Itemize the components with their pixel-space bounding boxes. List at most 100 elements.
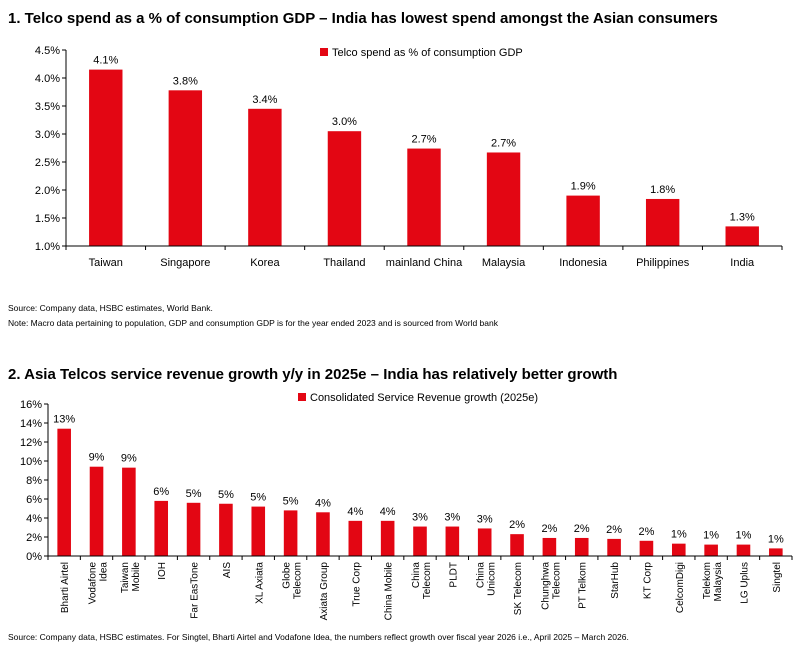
chart2-source: Source: Company data, HSBC estimates. Fo… <box>8 632 629 642</box>
chart2-data-label: 3% <box>477 513 493 525</box>
chart2-data-label: 5% <box>218 489 234 501</box>
chart2-category-label-line: Malaysia <box>713 562 724 602</box>
chart2-category-label-line: SK Telecom <box>513 562 524 615</box>
chart2-data-label: 4% <box>315 497 331 509</box>
chart2-category-label-line: Mobile <box>131 562 142 592</box>
chart2-bar <box>57 429 71 556</box>
chart2-bar <box>90 467 104 556</box>
chart2-bar <box>381 521 395 556</box>
chart2-data-label: 5% <box>250 492 266 504</box>
chart2-bar <box>607 539 621 556</box>
chart2-bar <box>187 503 201 556</box>
chart2-category-label: ChunghwaTelecom <box>540 562 562 610</box>
chart2-bar <box>478 528 492 556</box>
chart2-y-tick-label: 0% <box>26 551 42 563</box>
chart2-category-label: GlobeTelecom <box>282 562 304 600</box>
chart2-bar <box>219 504 233 556</box>
chart2-category-label-line: China Mobile <box>384 562 395 621</box>
chart2-bar <box>154 501 168 556</box>
chart2-category-label: ChinaUnicom <box>476 562 498 596</box>
chart2-data-label: 2% <box>574 523 590 535</box>
chart2-category-label-line: StarHub <box>610 562 621 599</box>
chart2-data-label: 5% <box>186 488 202 500</box>
chart2-category-label: KT Corp <box>642 562 653 599</box>
chart2-category-label-line: Telecom <box>422 562 433 599</box>
chart2-category-label: StarHub <box>610 562 621 599</box>
chart2-category-label-line: PLDT <box>448 562 459 588</box>
chart2-data-label: 1% <box>768 533 784 545</box>
chart2-category-label: AIS <box>222 562 233 578</box>
chart2-bar <box>769 548 783 556</box>
chart2-category-label-line: True Corp <box>351 562 362 607</box>
chart2-y-tick-label: 12% <box>20 437 42 449</box>
chart2-category-label: Far EasTone <box>190 562 201 619</box>
chart2-legend-label: Consolidated Service Revenue growth (202… <box>310 392 538 404</box>
chart2-bar <box>510 534 524 556</box>
chart2-category-label: CelcomDigi <box>675 562 686 613</box>
chart2-bar <box>284 510 298 556</box>
chart2-category-label-line: AIS <box>222 562 233 578</box>
chart2-category-label-line: Idea <box>99 562 110 582</box>
chart2-bar <box>251 507 265 556</box>
chart2-category-label-line: Far EasTone <box>190 562 201 619</box>
chart2-y-tick-label: 2% <box>26 532 42 544</box>
chart2-category-label-line: Telecom <box>293 562 304 599</box>
chart2-data-label: 1% <box>736 530 752 542</box>
chart2-category-label: Axiata Group <box>319 562 330 621</box>
chart2-bar <box>543 538 557 556</box>
chart2-bar <box>640 541 654 556</box>
chart2-data-label: 4% <box>380 506 396 518</box>
chart2-category-label-line: China <box>476 562 487 589</box>
chart2-category-label: IOH <box>157 562 168 580</box>
chart2-data-label: 5% <box>283 495 299 507</box>
chart2-bar <box>737 545 751 556</box>
chart2-category-label: LG Uplus <box>739 562 750 604</box>
chart2-category-label-line: China <box>411 562 422 589</box>
chart2-bar <box>446 527 460 556</box>
chart2-category-label-line: Telekom <box>702 562 713 599</box>
chart2-data-label: 4% <box>347 506 363 518</box>
chart2-bar <box>704 545 718 556</box>
chart2-category-label: TaiwanMobile <box>120 562 142 594</box>
chart2-legend-swatch <box>298 393 306 401</box>
chart2-data-label: 3% <box>412 512 428 524</box>
chart2-category-label-line: XL Axiata <box>254 562 265 604</box>
chart2-category-label-line: Singtel <box>772 562 783 593</box>
chart2-category-label: Singtel <box>772 562 783 593</box>
chart2-bar <box>349 521 363 556</box>
chart2-category-label: PLDT <box>448 562 459 588</box>
chart2-y-tick-label: 16% <box>20 399 42 411</box>
chart2-bar <box>672 544 686 556</box>
chart2: 0%2%4%6%8%10%12%14%16%13%9% 9%6% 5% 5% 5% 5% 4… <box>0 0 800 652</box>
chart2-data-label: 2% <box>541 523 557 535</box>
chart2-category-label-line: LG Uplus <box>739 562 750 604</box>
chart2-category-label: TelekomMalaysia <box>702 562 724 602</box>
chart2-data-label: 13% <box>53 414 75 426</box>
chart2-category-label-line: Taiwan <box>120 562 131 593</box>
chart2-y-tick-label: 14% <box>20 418 42 430</box>
chart2-category-label-line: IOH <box>157 562 168 580</box>
chart2-data-label: 2% <box>606 524 622 536</box>
chart2-category-label-line: Globe <box>282 562 293 589</box>
chart2-category-label-line: Chunghwa <box>540 562 551 610</box>
chart2-data-label: 2% <box>509 519 525 531</box>
chart2-category-label-line: Telecom <box>551 562 562 599</box>
chart2-category-label: ChinaTelecom <box>411 562 433 600</box>
chart2-bar <box>316 512 330 556</box>
chart2-category-label-line: CelcomDigi <box>675 562 686 613</box>
chart2-category-label-line: Bharti Airtel <box>60 562 71 613</box>
chart2-data-label: 9% <box>89 452 105 464</box>
chart2-category-label-line: Axiata Group <box>319 562 330 621</box>
chart2-data-label: 2% <box>638 526 654 538</box>
chart2-y-tick-label: 6% <box>26 494 42 506</box>
chart2-data-label: 6% <box>153 486 169 498</box>
chart2-category-label-line: PT Telkom <box>578 562 589 609</box>
chart2-category-label-line: Vodafone <box>88 562 99 605</box>
chart2-y-tick-label: 10% <box>20 456 42 468</box>
chart2-data-label: 3% <box>444 512 460 524</box>
chart2-category-label: VodafoneIdea <box>88 562 110 605</box>
chart2-category-label: Bharti Airtel <box>60 562 71 613</box>
chart2-category-label: PT Telkom <box>578 562 589 609</box>
chart2-y-tick-label: 8% <box>26 475 42 487</box>
chart2-category-label-line: KT Corp <box>642 562 653 599</box>
